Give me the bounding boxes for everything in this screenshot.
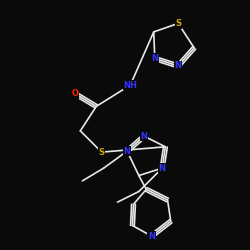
Text: S: S (98, 148, 104, 157)
Text: N: N (124, 146, 131, 156)
Text: N: N (159, 164, 166, 172)
Text: O: O (72, 89, 78, 98)
Text: S: S (175, 19, 181, 28)
Text: N: N (141, 132, 148, 141)
Text: N: N (151, 54, 158, 63)
Text: NH: NH (124, 80, 137, 90)
Text: N: N (175, 62, 182, 70)
Text: N: N (148, 232, 155, 241)
